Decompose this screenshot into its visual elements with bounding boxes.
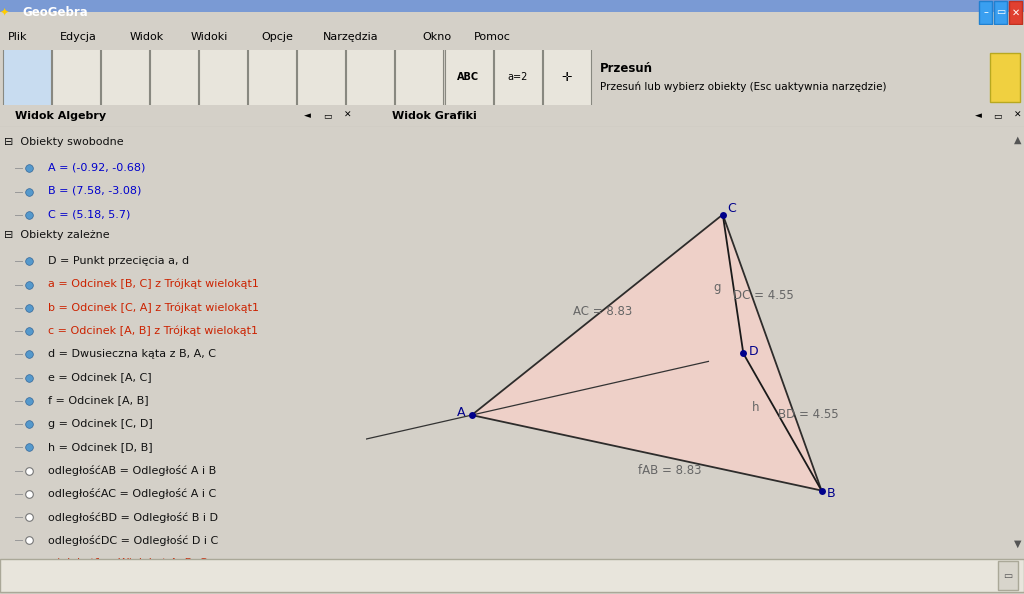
Text: A: A bbox=[458, 406, 466, 419]
FancyBboxPatch shape bbox=[100, 29, 148, 126]
FancyBboxPatch shape bbox=[297, 29, 344, 126]
Text: h = Odcinek [D, B]: h = Odcinek [D, B] bbox=[47, 442, 153, 452]
FancyBboxPatch shape bbox=[394, 29, 442, 126]
FancyBboxPatch shape bbox=[0, 559, 1024, 592]
FancyBboxPatch shape bbox=[345, 29, 393, 126]
Text: D: D bbox=[749, 345, 758, 358]
Text: Widoki: Widoki bbox=[190, 33, 228, 42]
Text: DC = 4.55: DC = 4.55 bbox=[733, 289, 794, 302]
Text: ▼: ▼ bbox=[1014, 539, 1022, 549]
FancyBboxPatch shape bbox=[444, 29, 493, 126]
Text: BD = 4.55: BD = 4.55 bbox=[778, 407, 839, 421]
Text: ▲: ▲ bbox=[1014, 135, 1022, 145]
Text: GeoGebra: GeoGebra bbox=[22, 6, 88, 19]
Text: ▭: ▭ bbox=[1004, 571, 1013, 580]
Text: g: g bbox=[713, 280, 721, 293]
Text: c = Odcinek [A, B] z Trójkąt wielokąt1: c = Odcinek [A, B] z Trójkąt wielokąt1 bbox=[47, 326, 257, 336]
Text: ✕: ✕ bbox=[343, 111, 351, 120]
Text: odległośćAB = Odległość A i B: odległośćAB = Odległość A i B bbox=[47, 465, 216, 476]
Text: AC = 8.83: AC = 8.83 bbox=[572, 305, 632, 318]
Text: b = Odcinek [C, A] z Trójkąt wielokąt1: b = Odcinek [C, A] z Trójkąt wielokąt1 bbox=[47, 302, 258, 312]
Text: C: C bbox=[727, 203, 735, 216]
FancyBboxPatch shape bbox=[994, 1, 1007, 24]
Text: ▭: ▭ bbox=[323, 111, 332, 120]
Text: Widok Grafiki: Widok Grafiki bbox=[392, 110, 476, 121]
Text: A = (-0.92, -0.68): A = (-0.92, -0.68) bbox=[47, 163, 145, 173]
Text: ✦: ✦ bbox=[0, 8, 9, 17]
Text: a = Odcinek [B, C] z Trójkąt wielokąt1: a = Odcinek [B, C] z Trójkąt wielokąt1 bbox=[47, 279, 258, 289]
FancyBboxPatch shape bbox=[248, 29, 296, 126]
Text: Plik: Plik bbox=[8, 33, 28, 42]
Text: Pomoc: Pomoc bbox=[473, 33, 511, 42]
Text: odległośćBD = Odległość B i D: odległośćBD = Odległość B i D bbox=[47, 511, 217, 523]
FancyBboxPatch shape bbox=[494, 29, 542, 126]
FancyBboxPatch shape bbox=[150, 29, 198, 126]
Text: Przesuń lub wybierz obiekty (Esc uaktywnia narzędzie): Przesuń lub wybierz obiekty (Esc uaktywn… bbox=[600, 81, 887, 92]
Text: ✕: ✕ bbox=[1014, 111, 1021, 120]
Text: e = Odcinek [A, C]: e = Odcinek [A, C] bbox=[47, 372, 152, 382]
Text: ABC: ABC bbox=[458, 72, 479, 82]
Text: g = Odcinek [C, D]: g = Odcinek [C, D] bbox=[47, 419, 153, 428]
Text: ✕: ✕ bbox=[1012, 8, 1020, 17]
Text: D = Punkt przecięcia a, d: D = Punkt przecięcia a, d bbox=[47, 256, 188, 266]
Text: fAB = 8.83: fAB = 8.83 bbox=[638, 463, 701, 476]
Text: ⊟  Obiekty zależne: ⊟ Obiekty zależne bbox=[4, 230, 110, 241]
Text: B: B bbox=[826, 487, 836, 500]
Text: Okno: Okno bbox=[422, 33, 452, 42]
FancyBboxPatch shape bbox=[199, 29, 247, 126]
Text: a=2: a=2 bbox=[507, 72, 527, 82]
Text: d = Dwusieczna kąta z B, A, C: d = Dwusieczna kąta z B, A, C bbox=[47, 349, 215, 359]
Text: h: h bbox=[753, 402, 760, 415]
FancyBboxPatch shape bbox=[543, 29, 591, 126]
Text: f = Odcinek [A, B]: f = Odcinek [A, B] bbox=[47, 395, 148, 405]
Text: ◄: ◄ bbox=[304, 111, 310, 120]
Text: B = (7.58, -3.08): B = (7.58, -3.08) bbox=[47, 186, 141, 196]
FancyBboxPatch shape bbox=[998, 561, 1018, 590]
Text: ✛: ✛ bbox=[561, 71, 571, 84]
Text: Widok: Widok bbox=[130, 33, 164, 42]
Text: odległośćDC = Odległość D i C: odległośćDC = Odległość D i C bbox=[47, 535, 218, 546]
Text: ▭: ▭ bbox=[996, 8, 1006, 17]
Text: Opcje: Opcje bbox=[262, 33, 294, 42]
FancyBboxPatch shape bbox=[1009, 1, 1022, 24]
FancyBboxPatch shape bbox=[990, 53, 1020, 102]
Bar bbox=[0, 0, 1024, 12]
Text: Przesuń: Przesuń bbox=[600, 62, 653, 75]
Text: Narzędzia: Narzędzia bbox=[323, 33, 378, 42]
FancyBboxPatch shape bbox=[2, 29, 50, 126]
Text: odległośćAC = Odległość A i C: odległośćAC = Odległość A i C bbox=[47, 488, 216, 500]
Text: ⊟  Obiekty swobodne: ⊟ Obiekty swobodne bbox=[4, 137, 123, 147]
Text: wielokąt1 = Wielokąt A, B, C: wielokąt1 = Wielokąt A, B, C bbox=[47, 558, 207, 568]
Polygon shape bbox=[472, 214, 821, 491]
Text: C = (5.18, 5.7): C = (5.18, 5.7) bbox=[47, 209, 130, 219]
FancyBboxPatch shape bbox=[51, 29, 99, 126]
Text: Widok Algebry: Widok Algebry bbox=[14, 110, 105, 121]
Text: Edycja: Edycja bbox=[59, 33, 96, 42]
Text: –: – bbox=[983, 8, 988, 17]
Text: ▭: ▭ bbox=[993, 111, 1001, 120]
Text: ◄: ◄ bbox=[975, 111, 981, 120]
FancyBboxPatch shape bbox=[979, 1, 992, 24]
